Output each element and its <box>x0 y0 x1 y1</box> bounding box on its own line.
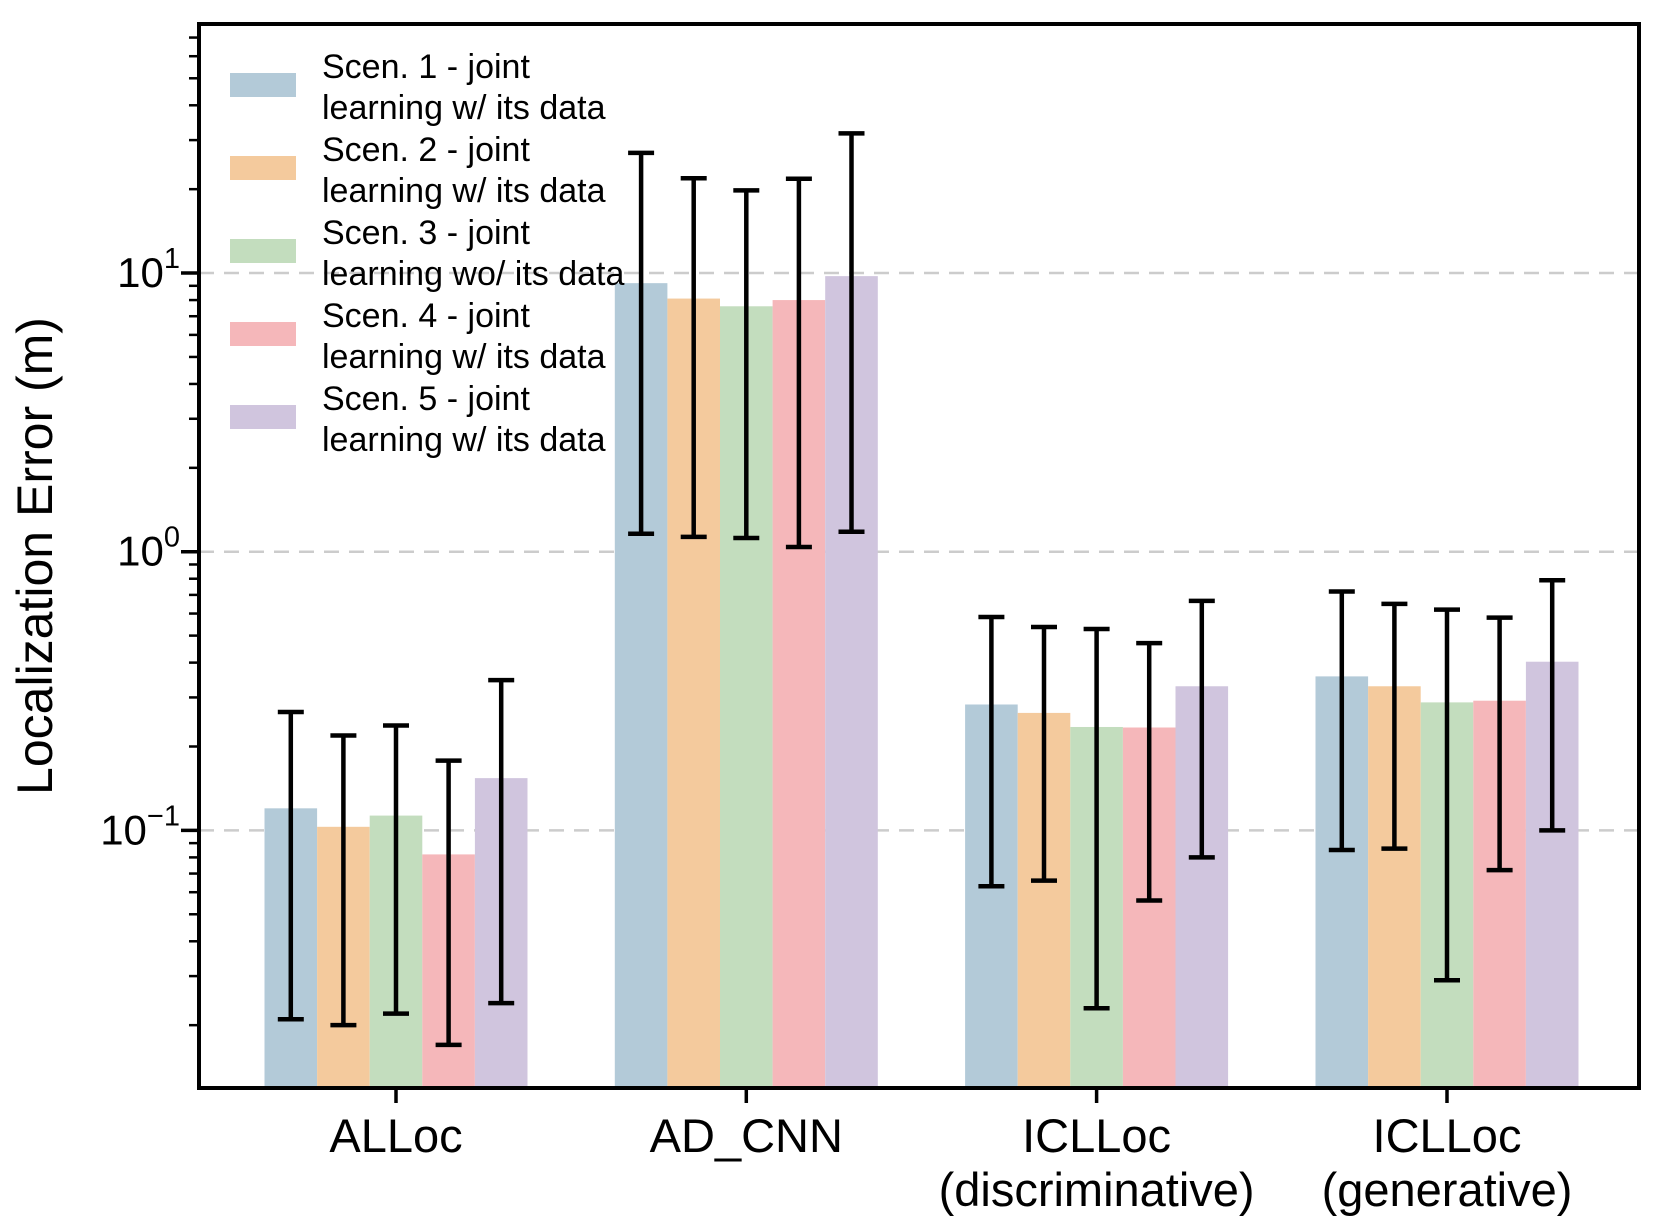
error-bar-scen4-group1 <box>435 758 462 1048</box>
y-tick-label-10e0: 100 <box>117 522 180 575</box>
y-axis-label: Localization Error (m) <box>7 317 63 795</box>
legend-label-scen5-line1: Scen. 5 - joint <box>322 380 530 418</box>
error-bar-scen1-group3 <box>978 614 1005 889</box>
error-bar-scen4-group3 <box>1136 640 1163 903</box>
legend-label-scen2-line1: Scen. 2 - joint <box>322 131 530 169</box>
error-bar-scen3-group2 <box>733 188 760 541</box>
legend-label-scen5-line2: learning w/ its data <box>322 421 606 459</box>
error-bar-scen3-group3 <box>1083 626 1110 1011</box>
error-bar-scen1-group4 <box>1328 589 1355 853</box>
error-bar-scen2-group2 <box>680 175 707 540</box>
plot-frame <box>197 22 1641 1090</box>
y-tick-label-10e1: 101 <box>117 243 180 296</box>
legend-label-scen1-line1: Scen. 1 - joint <box>322 48 530 86</box>
legend-label-scen1-line2: learning w/ its data <box>322 89 606 127</box>
error-bar-scen5-group3 <box>1188 598 1215 860</box>
error-bar-scen5-group2 <box>838 131 865 534</box>
legend-label-scen4-line2: learning w/ its data <box>322 338 606 376</box>
x-axis-label-iclloc-generative--line2: (generative) <box>1322 1163 1573 1216</box>
y-tick-label-10e−1: 10−1 <box>100 800 180 853</box>
error-bar-scen2-group4 <box>1381 601 1408 851</box>
legend-swatch-scen1 <box>230 73 296 97</box>
legend-label-scen4-line1: Scen. 4 - joint <box>322 297 530 335</box>
legend-swatch-scen4 <box>230 322 296 346</box>
x-axis-label-ad-cnn-line1: AD_CNN <box>650 1109 843 1162</box>
error-bar-scen2-group1 <box>330 733 357 1028</box>
legend-label-scen3-line2: learning wo/ its data <box>322 255 624 293</box>
legend-swatch-scen3 <box>230 239 296 263</box>
error-bar-scen5-group1 <box>488 677 515 1006</box>
error-bar-scen5-group4 <box>1539 578 1566 833</box>
x-axis-label-alloc-line1: ALLoc <box>329 1109 462 1162</box>
legend-label-scen2-line2: learning w/ its data <box>322 172 606 210</box>
error-bar-scen4-group4 <box>1486 615 1513 873</box>
x-axis-label-iclloc-discriminative--line1: ICLLoc <box>1022 1109 1171 1162</box>
x-axis-label-iclloc-discriminative--line2: (discriminative) <box>939 1163 1255 1216</box>
legend-swatch-scen2 <box>230 156 296 180</box>
legend-label-scen3-line1: Scen. 3 - joint <box>322 214 530 252</box>
legend-swatch-scen5 <box>230 405 296 429</box>
error-bar-scen3-group4 <box>1434 607 1460 983</box>
error-bar-scen1-group1 <box>277 709 304 1022</box>
error-bar-scen4-group2 <box>785 176 812 550</box>
x-axis-label-iclloc-generative--line1: ICLLoc <box>1373 1109 1522 1162</box>
error-bar-scen3-group1 <box>383 723 409 1016</box>
error-bar-scen1-group2 <box>628 150 655 537</box>
error-bar-scen2-group3 <box>1031 624 1057 883</box>
